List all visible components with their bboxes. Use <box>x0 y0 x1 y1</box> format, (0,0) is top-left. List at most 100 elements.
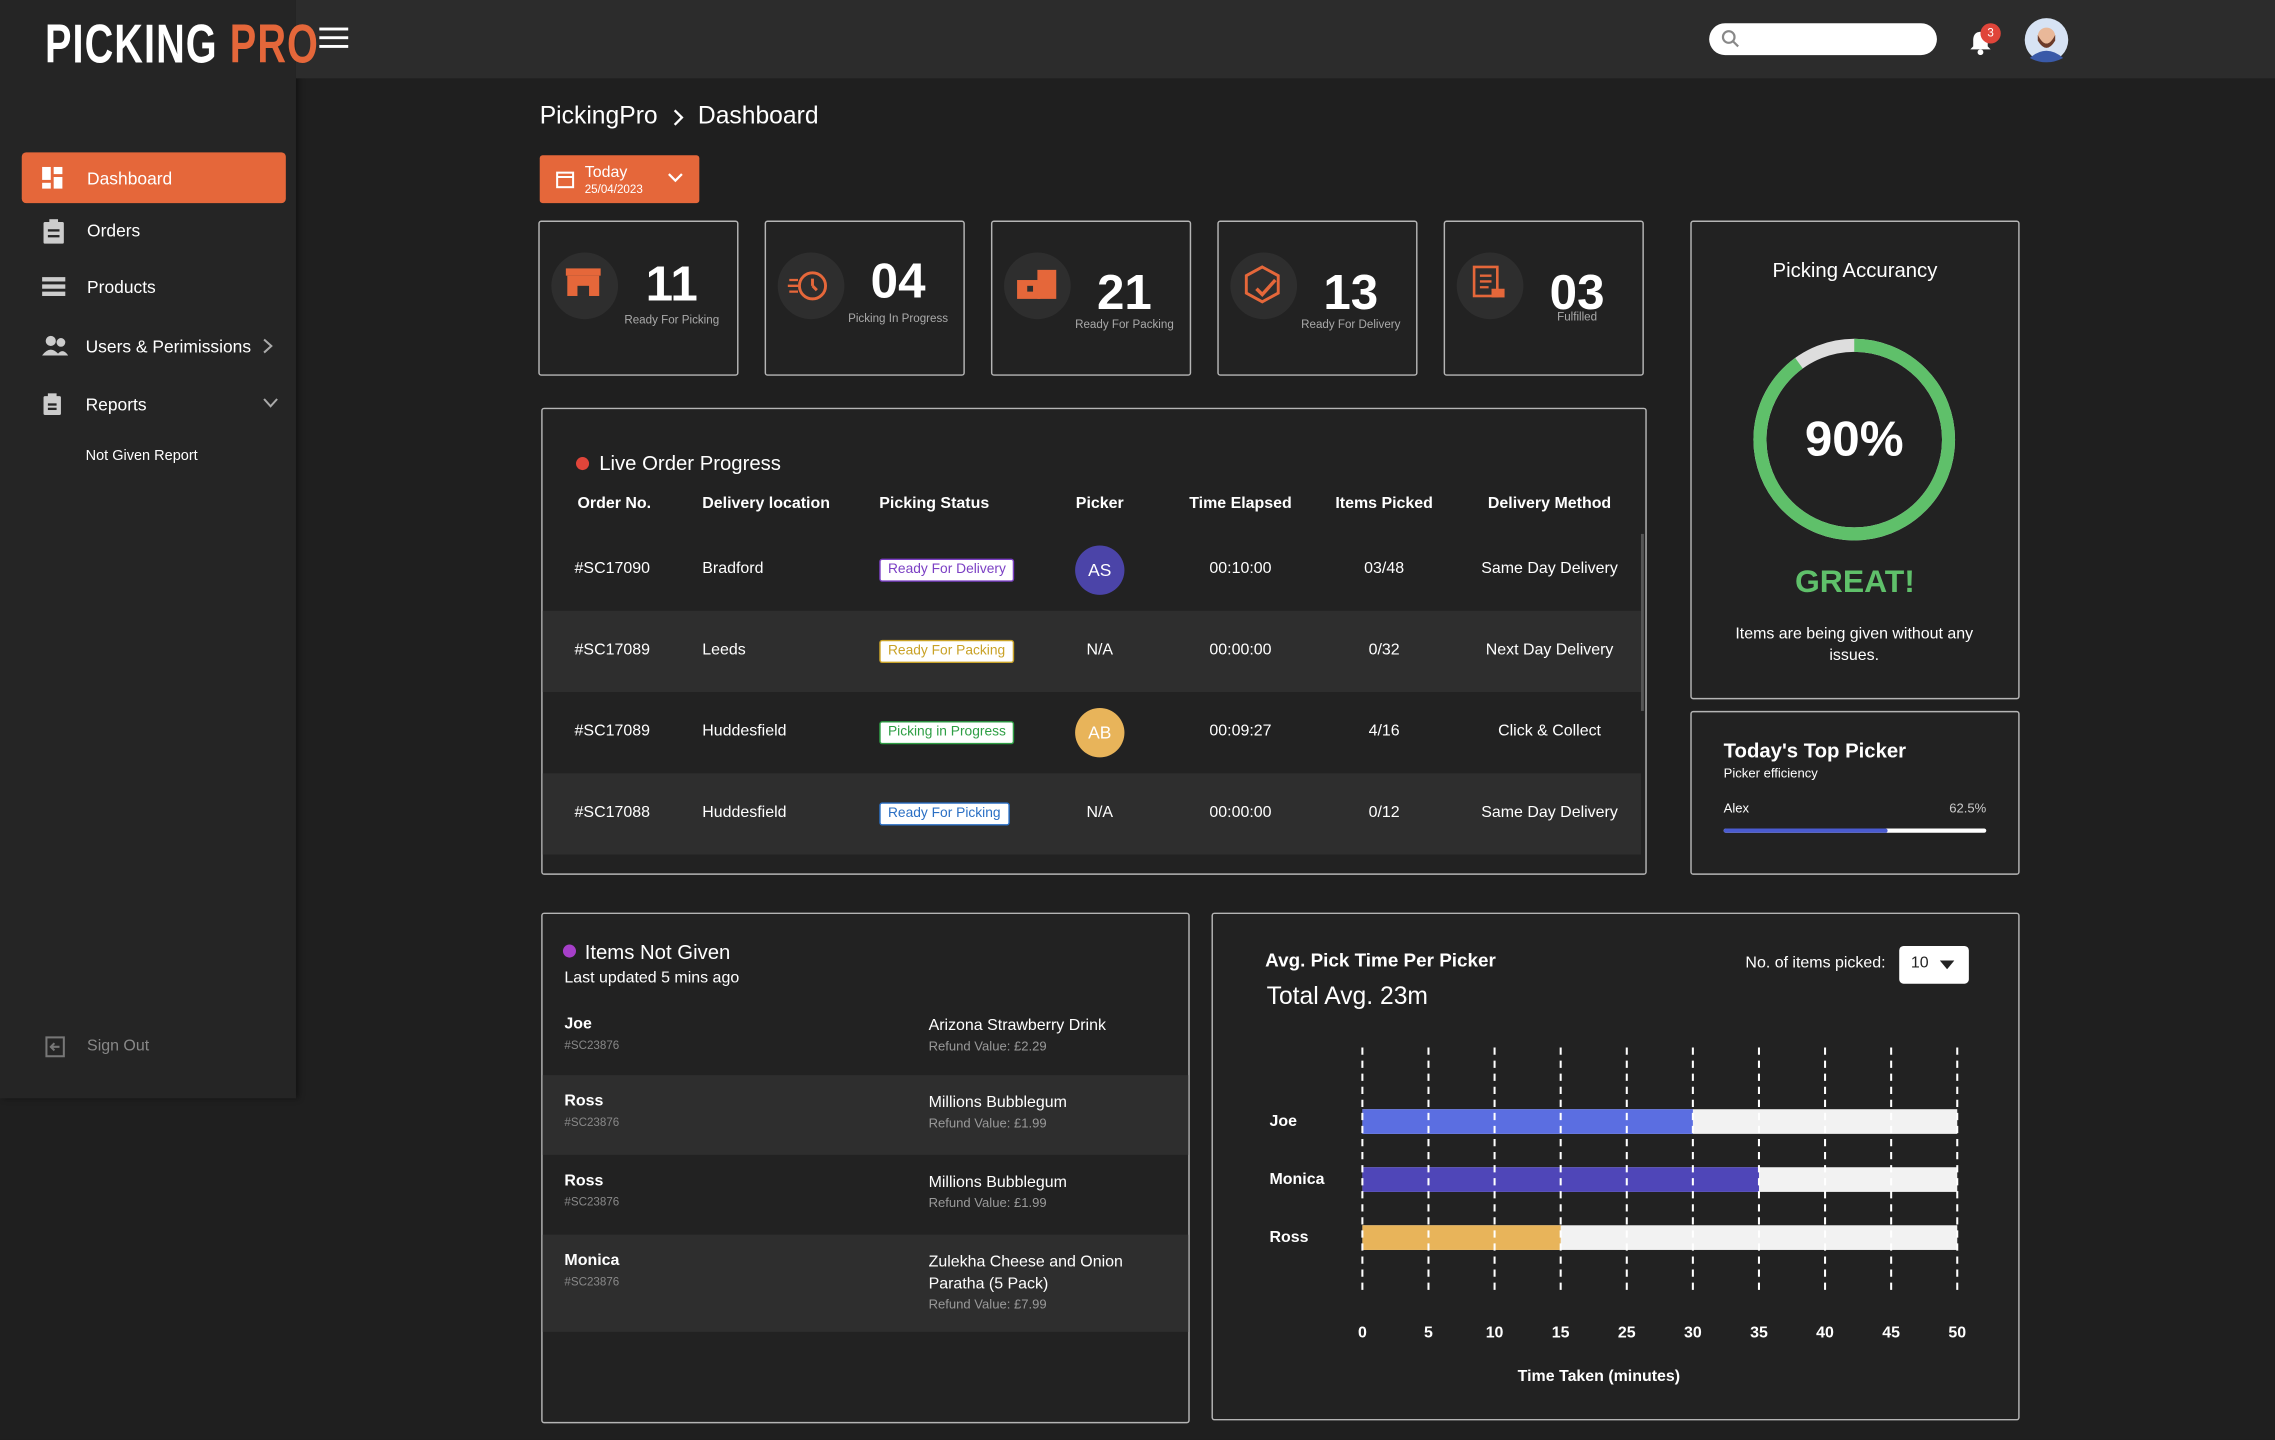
x-tick-label: 15 <box>1552 1325 1570 1342</box>
nav-item[interactable]: Orders <box>87 220 141 241</box>
picker-avatar: AS <box>1075 545 1125 595</box>
date-filter-label: Today <box>584 163 628 182</box>
picker-name: Joe <box>564 1015 592 1034</box>
menu-button[interactable] <box>319 26 349 51</box>
x-tick-label: 30 <box>1684 1325 1702 1342</box>
filter-caret <box>1939 960 1955 970</box>
y-tick-label: Monica <box>1270 1171 1325 1188</box>
picker-name: Ross <box>564 1092 604 1110</box>
table-cell: #SC17090 <box>574 560 650 578</box>
stat-value: 04 <box>870 253 926 310</box>
x-tick-label: 5 <box>1424 1325 1433 1342</box>
item-name: Zulekha Cheese and Onion Paratha (5 Pack… <box>928 1253 1123 1293</box>
table-cell: 0/32 <box>1368 641 1400 659</box>
accuracy-rating: GREAT! <box>1794 562 1915 600</box>
breadcrumb-current: Dashboard <box>697 101 819 130</box>
live-dot <box>576 457 590 471</box>
search-box[interactable] <box>1709 23 1937 56</box>
status-badge: Ready For Packing <box>879 639 1014 664</box>
x-axis-label: Time Taken (minutes) <box>1518 1368 1680 1385</box>
table-cell: 00:00:00 <box>1209 803 1272 822</box>
breadcrumb-root[interactable]: PickingPro <box>539 101 658 130</box>
item-name: Arizona Strawberry Drink <box>928 1017 1106 1035</box>
top-bar <box>295 0 2275 79</box>
table-cell: Leeds <box>702 641 746 659</box>
table-cell: Same Day Delivery <box>1481 803 1618 822</box>
filter-select[interactable] <box>1899 945 1969 984</box>
nav-active-bg <box>21 152 286 204</box>
calendar-icon <box>556 171 575 189</box>
x-tick-label: 10 <box>1486 1325 1504 1342</box>
table-cell: 4/16 <box>1368 722 1400 740</box>
nav-icon <box>42 277 66 296</box>
live-orders-title: Live Order Progress <box>599 451 781 475</box>
stat-icon <box>551 252 619 320</box>
chevron-right <box>263 338 273 354</box>
x-tick-label: 0 <box>1358 1325 1367 1342</box>
column-header: Items Picked <box>1335 494 1433 513</box>
order-code: #SC23876 <box>564 1115 620 1129</box>
table-cell: Click & Collect <box>1498 722 1601 740</box>
date-filter-chevron <box>668 173 683 183</box>
table-cell: #SC17089 <box>574 641 650 659</box>
top-picker-bar <box>1723 828 1888 833</box>
items-not-given-card <box>541 912 1190 1424</box>
table-cell: N/A <box>1086 803 1114 822</box>
stat-label: Fulfilled <box>1557 310 1598 324</box>
status-badge: Ready For Picking <box>879 802 1010 826</box>
picker-name: Monica <box>564 1252 620 1270</box>
item-name: Millions Bubblegum <box>928 1093 1067 1112</box>
chart-title: Avg. Pick Time Per Picker <box>1265 948 1496 971</box>
nav-icon <box>42 335 69 356</box>
ing-updated: Last updated 5 mins ago <box>564 969 740 987</box>
breadcrumb-separator <box>673 109 684 126</box>
logo-accent: PRO <box>229 14 319 76</box>
scrollbar[interactable] <box>1640 533 1644 711</box>
x-tick-label: 45 <box>1882 1325 1900 1342</box>
sign-out[interactable]: Sign Out <box>87 1037 150 1055</box>
user-avatar[interactable] <box>2024 17 2069 63</box>
list-row-bg <box>542 1075 1189 1155</box>
top-picker-value: 62.5% <box>1949 800 1987 816</box>
filter-label: No. of items picked: <box>1745 954 1886 973</box>
table-cell: 0/12 <box>1368 803 1400 822</box>
stat-label: Ready For Delivery <box>1301 317 1401 331</box>
stat-icon <box>777 252 845 320</box>
table-cell: 03/48 <box>1364 560 1405 578</box>
table-cell: Same Day Delivery <box>1481 560 1618 578</box>
top-picker-title: Today's Top Picker <box>1723 738 1907 762</box>
table-cell: 00:10:00 <box>1209 560 1272 578</box>
nav-item[interactable]: Users & Perimissions <box>85 336 252 357</box>
nav-item[interactable]: Dashboard <box>87 168 173 189</box>
y-tick-label: Joe <box>1270 1113 1298 1130</box>
table-cell: #SC17088 <box>574 803 650 822</box>
nav-item[interactable]: Reports <box>85 394 147 415</box>
refund-value: Refund Value: £1.99 <box>928 1195 1047 1211</box>
stat-value: 13 <box>1323 265 1379 321</box>
y-tick-label: Ross <box>1270 1229 1309 1246</box>
top-picker-subtitle: Picker efficiency <box>1723 766 1818 781</box>
x-tick-label: 50 <box>1948 1325 1966 1342</box>
chart: 0 5 10 15 25 30 35 40 45 50 Joe Monica Ross Time Take… <box>1270 1047 1966 1385</box>
status-badge: Ready For Delivery <box>879 558 1015 582</box>
accuracy-value: 90% <box>1804 412 1904 468</box>
nav-icon <box>43 219 64 244</box>
table-cell: Huddesfield <box>702 722 787 740</box>
table-cell: 00:00:00 <box>1209 641 1272 659</box>
nav-item[interactable]: Not Given Report <box>85 448 198 465</box>
stat-icon <box>1456 252 1524 320</box>
nav-icon <box>42 166 63 189</box>
stat-label: Ready For Packing <box>1075 317 1174 331</box>
logo-text: PICKING <box>44 14 218 76</box>
accuracy-ring <box>1753 338 1956 541</box>
search-icon <box>1721 30 1739 48</box>
column-header: Delivery Method <box>1487 494 1612 513</box>
bar <box>1362 1109 1693 1134</box>
nav-item[interactable]: Products <box>87 277 156 298</box>
column-header: Time Elapsed <box>1189 494 1292 513</box>
table-cell: N/A <box>1086 641 1114 659</box>
column-header: Order No. <box>577 494 652 513</box>
bar <box>1362 1225 1561 1250</box>
ing-title: Items Not Given <box>584 940 731 964</box>
table-cell: Huddesfield <box>702 803 787 822</box>
